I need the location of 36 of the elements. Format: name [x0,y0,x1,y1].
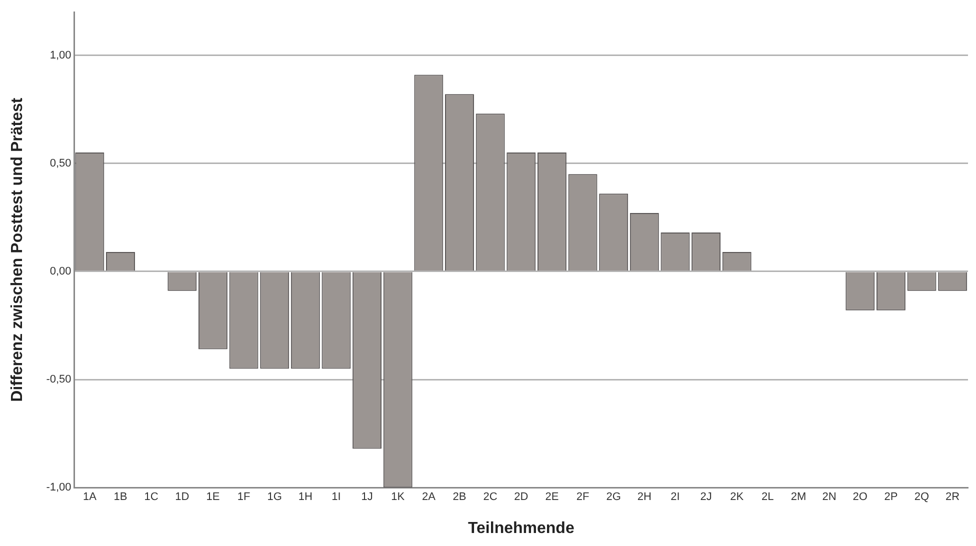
x-tick-label: 1C [144,491,158,504]
x-tick-label: 2M [790,491,806,504]
x-tick-label: 2F [576,491,590,504]
x-tick-label: 2C [483,491,498,504]
x-tick-label: 1A [82,491,98,504]
x-tick-label: 2L [762,491,774,504]
x-tick-label: 2J [700,491,712,504]
y-tick-label: 0,00 [50,265,72,278]
x-tick-label: 2E [545,491,559,504]
x-tick-label: 2A [422,491,436,504]
x-tick-label: 1D [175,491,190,504]
x-tick-label: 2R [946,491,960,504]
x-tick-label: 2B [452,491,466,504]
y-axis-title: Differenz zwischen Posttest und Prätest [9,97,26,402]
x-tick-label: 1K [391,491,406,504]
x-tick-label: 2I [670,491,680,504]
y-tick-label: -0,50 [46,374,72,386]
x-tick-label: 1I [332,491,341,504]
x-tick-label: 2G [606,491,621,504]
x-tick-label: 2D [514,491,528,504]
x-tick-label: 1J [361,491,373,504]
x-tick-label: 1F [237,491,250,504]
x-tick-label: 1B [114,491,128,504]
x-tick-label: 2N [822,491,836,504]
x-tick-label: 2O [852,491,868,504]
x-tick-label: 2P [884,491,898,504]
y-tick-label: -1,00 [46,482,72,494]
x-tick-label: 2H [637,491,652,504]
x-tick-label: 2Q [914,491,930,504]
x-tick-label: 1G [267,491,282,504]
x-tick-label: 2K [730,491,744,504]
y-tick-label: 1,00 [50,49,72,62]
x-axis-title: Teilnehmende [468,520,574,537]
x-tick-label: 1E [206,491,220,504]
x-tick-label: 1H [298,491,312,504]
y-tick-label: 0,50 [50,157,72,170]
